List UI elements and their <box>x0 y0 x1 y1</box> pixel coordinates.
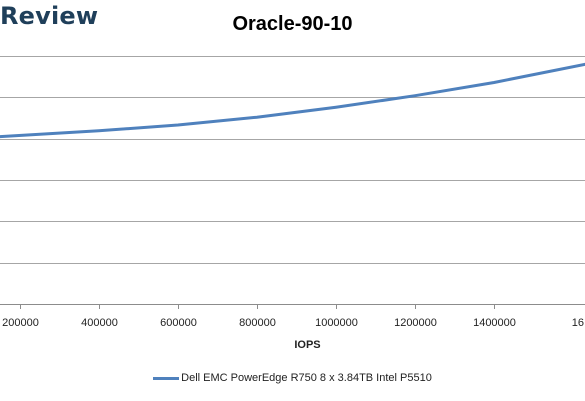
x-tick: 1000000 <box>315 304 358 329</box>
gridlines <box>0 56 585 305</box>
x-tick: 200000 <box>2 304 39 329</box>
x-tick: 1200000 <box>394 304 437 329</box>
x-tick-label: 800000 <box>239 317 276 329</box>
x-tick-label: 1200000 <box>394 317 437 329</box>
x-tick-label: 16 <box>572 317 584 329</box>
x-tick: 600000 <box>160 304 197 329</box>
chart-title: Oracle-90-10 <box>232 13 353 35</box>
legend-swatch <box>153 376 180 380</box>
x-tick-label: 600000 <box>160 317 197 329</box>
x-tick-label: 1400000 <box>473 317 516 329</box>
x-tick-label: 1000000 <box>315 317 358 329</box>
x-tick: 800000 <box>239 304 276 329</box>
x-axis-label: IOPS <box>294 339 320 351</box>
brand-logo-text: Review <box>0 2 99 30</box>
series-line <box>0 62 585 139</box>
x-tick: 16 <box>572 317 584 329</box>
x-tick: 400000 <box>81 304 118 329</box>
x-tick-label: 400000 <box>81 317 118 329</box>
legend: Dell EMC PowerEdge R750 8 x 3.84TB Intel… <box>0 372 585 384</box>
x-tick: 1400000 <box>473 304 516 329</box>
x-axis-ticks: 200000 400000 600000 800000 1000000 1200000 14… <box>2 304 584 329</box>
legend-label: Dell EMC PowerEdge R750 8 x 3.84TB Intel… <box>181 372 432 384</box>
x-tick-label: 200000 <box>2 317 39 329</box>
series-lines <box>0 62 585 139</box>
